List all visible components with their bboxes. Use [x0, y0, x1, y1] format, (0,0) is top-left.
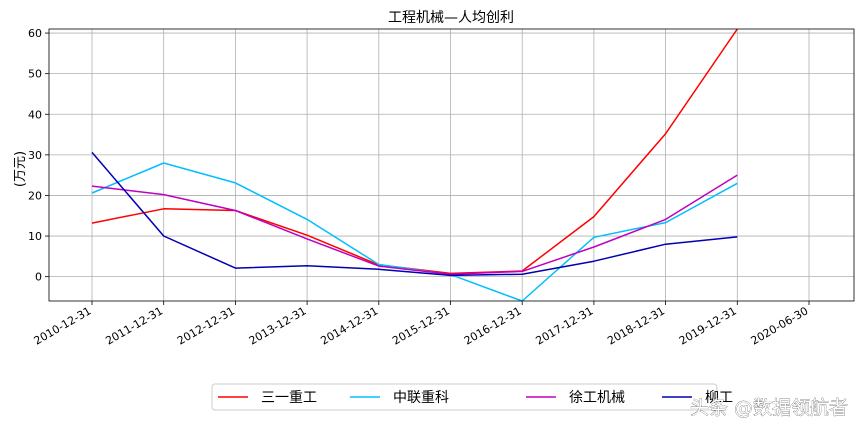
legend: 三一重工 中联重科 徐工机械 柳工 — [211, 383, 733, 411]
x-tick-label: 2013-12-31 — [247, 304, 309, 347]
legend-label: 三一重工 — [261, 390, 317, 406]
x-tick-label: 2010-12-31 — [32, 304, 94, 347]
y-tick-label: 10 — [28, 230, 42, 243]
x-tick-label: 2020-06-30 — [749, 304, 811, 347]
y-tick-label: 50 — [28, 68, 42, 81]
y-tick-label: 0 — [35, 271, 42, 284]
x-tick-label: 2018-12-31 — [605, 304, 667, 347]
watermark: 头条 @数据领航者 — [690, 397, 848, 419]
series-line-3 — [91, 174, 738, 275]
x-axis: 2010-12-31 2011-12-31 2012-12-31 2013-12-31… — [32, 301, 811, 348]
y-tick-label: 40 — [28, 108, 42, 121]
legend-label: 中联重科 — [393, 390, 449, 406]
y-tick-label: 60 — [28, 27, 42, 40]
y-tick-label: 30 — [28, 149, 42, 162]
legend-label: 徐工机械 — [569, 390, 625, 406]
series-line-4 — [91, 151, 738, 277]
x-tick-label: 2011-12-31 — [103, 304, 165, 347]
x-tick-label: 2017-12-31 — [534, 304, 596, 347]
x-tick-label: 2019-12-31 — [677, 304, 739, 347]
y-tick-label: 20 — [28, 189, 42, 202]
chart-title: 工程机械—人均创利 — [388, 10, 514, 26]
y-axis: 0 10 20 30 40 50 60 — [28, 27, 49, 284]
y-axis-label: (万元) — [13, 151, 28, 187]
x-tick-label: 2012-12-31 — [175, 304, 237, 347]
x-tick-label: 2014-12-31 — [318, 304, 380, 347]
legend-label: 柳工 — [705, 389, 733, 406]
series-lines — [91, 28, 738, 302]
series-line-2 — [91, 162, 738, 302]
series-line-1 — [91, 28, 738, 275]
legend-box — [211, 383, 718, 411]
x-tick-label: 2015-12-31 — [390, 304, 452, 347]
x-tick-label: 2016-12-31 — [462, 304, 524, 347]
plot-frame — [48, 28, 855, 302]
grid — [49, 29, 854, 301]
